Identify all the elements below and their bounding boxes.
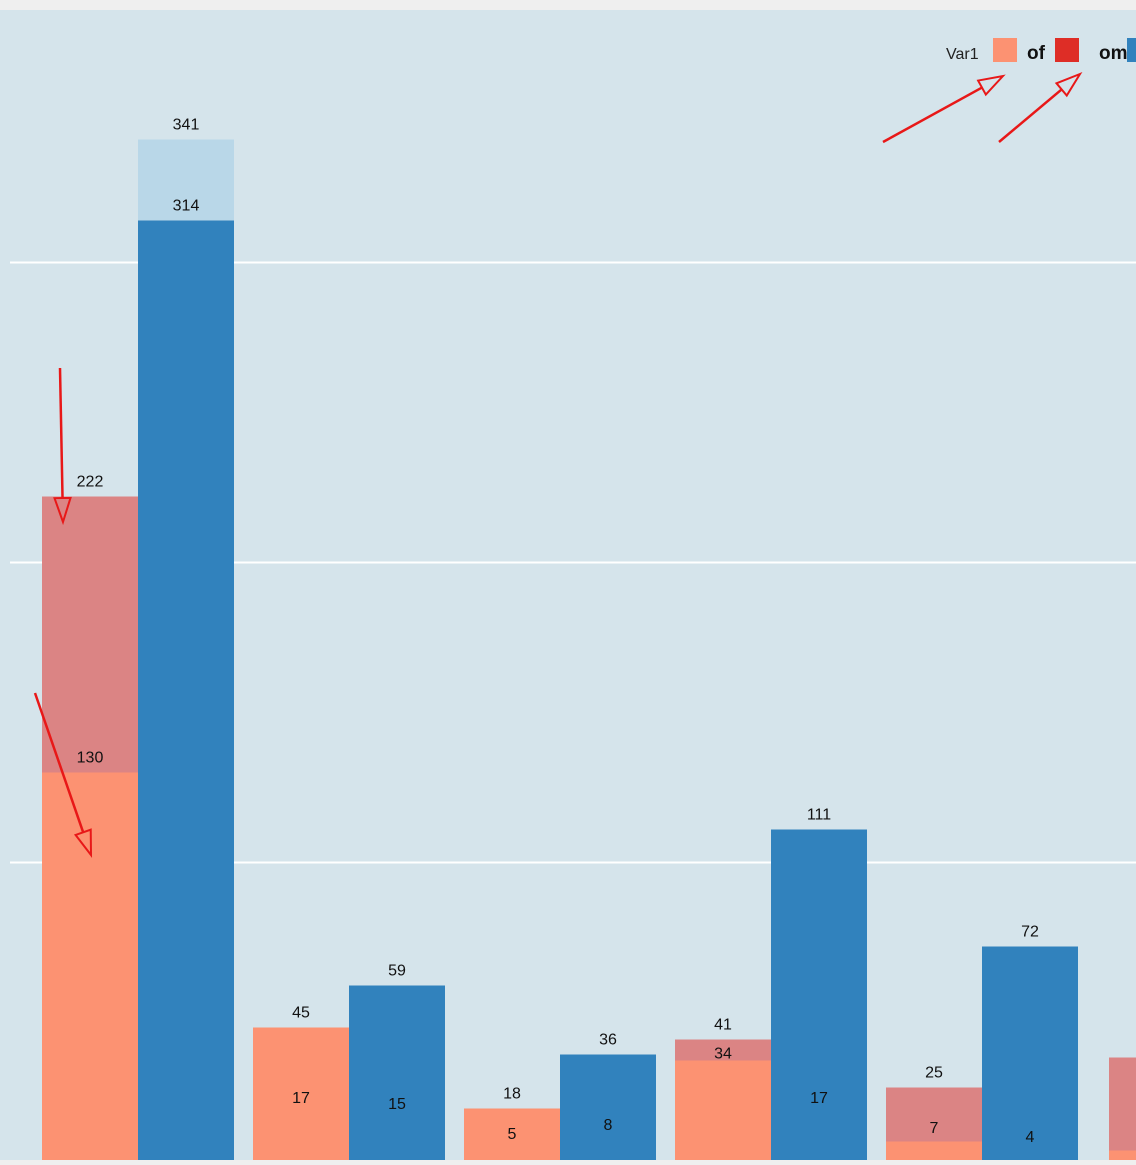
data-label-6-top: 41 — [714, 1017, 732, 1034]
bar-2 — [253, 1027, 349, 1163]
bar-overlay-8 — [886, 1087, 982, 1142]
legend-key-2 — [1127, 38, 1136, 62]
bar-7 — [771, 829, 867, 1163]
data-label-7-top: 111 — [807, 807, 831, 824]
data-label-6-inner: 34 — [714, 1046, 732, 1063]
data-label-2-inner: 17 — [292, 1090, 310, 1107]
bar-4 — [464, 1108, 560, 1163]
bar-overlay-10 — [1109, 1057, 1136, 1151]
data-label-3-top: 59 — [388, 963, 406, 980]
data-label-8-inner: 7 — [930, 1120, 939, 1137]
annotation-arrow-1 — [998, 71, 1083, 143]
bar-overlay-1 — [138, 139, 234, 221]
data-label-0-inner: 130 — [77, 750, 104, 767]
data-label-9-top: 72 — [1021, 924, 1039, 941]
bar-overlay-0 — [42, 496, 138, 773]
data-label-4-top: 18 — [503, 1086, 521, 1103]
legend-key-0 — [993, 38, 1017, 62]
legend-title: Var1 — [946, 46, 979, 63]
data-label-0-top: 222 — [77, 474, 104, 491]
bar-8 — [886, 1141, 982, 1163]
bar-9 — [982, 946, 1078, 1163]
data-label-4-inner: 5 — [508, 1126, 517, 1143]
annotation-arrow-0 — [882, 74, 1006, 144]
data-label-8-top: 25 — [925, 1065, 943, 1082]
bar-3 — [349, 985, 445, 1163]
data-label-5-inner: 8 — [604, 1117, 613, 1134]
data-label-3-inner: 15 — [388, 1096, 406, 1113]
data-label-9-inner: 4 — [1026, 1129, 1035, 1146]
bar-overlay-6 — [675, 1039, 771, 1061]
bar-10 — [1109, 1150, 1136, 1163]
legend-label-1: of — [1027, 43, 1046, 64]
data-label-5-top: 36 — [599, 1032, 617, 1049]
data-label-2-top: 45 — [292, 1005, 310, 1022]
annotation-arrow-3 — [33, 692, 93, 858]
legend-label-2: om — [1099, 43, 1128, 64]
data-label-7-inner: 17 — [810, 1090, 828, 1107]
bar-1 — [138, 220, 234, 1163]
data-label-1-top: 341 — [173, 117, 200, 134]
annotation-arrow-2 — [53, 367, 72, 526]
bar-5 — [560, 1054, 656, 1163]
data-label-1-inner: 314 — [173, 198, 200, 215]
legend-key-1 — [1055, 38, 1079, 62]
bar-6 — [675, 1060, 771, 1163]
